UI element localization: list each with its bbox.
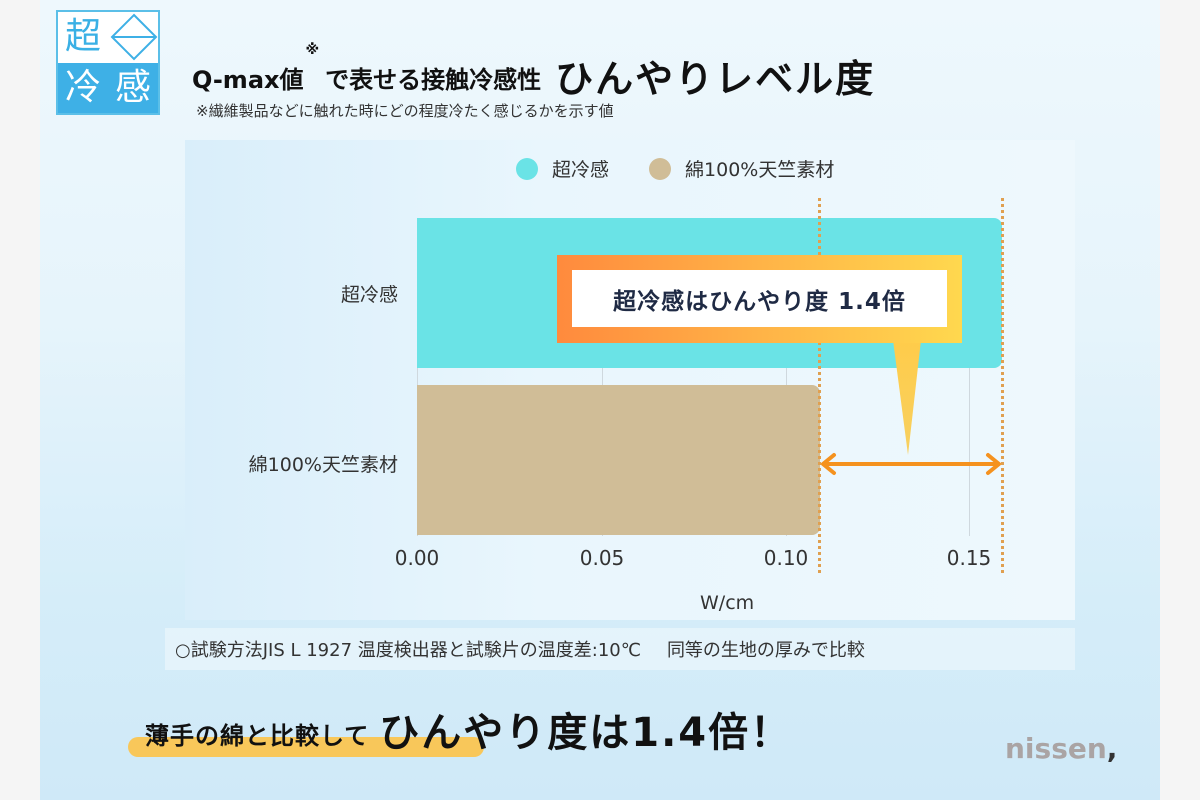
- legend-label: 綿100%天竺素材: [685, 159, 835, 181]
- legend-swatch-tan: [649, 157, 672, 180]
- legend-swatch-cyan: [516, 157, 538, 180]
- reference-line-super-cool: [1001, 198, 1004, 573]
- highlight-marker: [128, 737, 484, 757]
- title-qmax: Q-max値: [192, 66, 304, 94]
- title-emphasis: ひんやりレベル度: [555, 57, 876, 101]
- bar-cotton: [417, 385, 820, 535]
- gridline-0: [417, 218, 418, 536]
- logo-bottom-row: 冷感: [58, 63, 158, 113]
- logo-char-kan: 感: [114, 67, 151, 108]
- x-tick-2: 0.10: [763, 546, 809, 570]
- reference-line-cotton: [818, 198, 821, 573]
- x-tick-0: 0.00: [394, 546, 440, 570]
- gridline-015: [969, 218, 970, 536]
- x-tick-1: 0.05: [579, 546, 625, 570]
- comparison-note: 同等の生地の厚みで比較: [666, 640, 865, 661]
- legend-label: 超冷感: [552, 159, 610, 181]
- page-title: Q-max値※ で表せる接触冷感性 ひんやりレベル度: [192, 42, 876, 101]
- callout-text: 超冷感はひんやり度 1.4倍: [572, 270, 947, 327]
- super-cool-logo: 超 冷感: [56, 10, 160, 115]
- chart-legend: 超冷感 綿100%天竺素材: [516, 155, 864, 182]
- gridline-010: [786, 218, 787, 536]
- category-label-cotton: 綿100%天竺素材: [248, 454, 398, 476]
- brand-logo: nissen,: [1005, 732, 1117, 765]
- chart-area: [185, 140, 1075, 620]
- callout-box: 超冷感はひんやり度 1.4倍: [557, 255, 962, 343]
- gridline-005: [602, 218, 603, 536]
- logo-char-cho: 超: [64, 16, 101, 57]
- title-note-mark: ※: [305, 42, 320, 58]
- title-footnote: ※繊維製品などに触れた時にどの程度冷たく感じるかを示す値: [196, 102, 614, 120]
- category-label-super-cool: 超冷感: [340, 284, 398, 306]
- brand-mark: ,: [1106, 732, 1118, 765]
- brand-name: nissen: [1005, 732, 1107, 765]
- legend-item-super-cool: 超冷感: [516, 155, 609, 182]
- legend-item-cotton: 綿100%天竺素材: [649, 155, 834, 182]
- ice-diamond-icon: [109, 12, 159, 62]
- headline-main: ひんやり度は1.4倍！: [379, 710, 793, 756]
- logo-char-rei: 冷: [64, 67, 101, 108]
- title-description: で表せる接触冷感性: [325, 66, 542, 94]
- double-arrow-icon: [821, 453, 1001, 475]
- bottom-headline: 薄手の綿と比較して ひんやり度は1.4倍！: [125, 700, 792, 758]
- test-method: ○試験方法JIS L 1927 温度検出器と試験片の温度差:10℃: [175, 640, 641, 661]
- x-axis-label: W/cm: [700, 592, 755, 614]
- headline-lead: 薄手の綿と比較して: [145, 722, 370, 750]
- x-tick-3: 0.15: [946, 546, 992, 570]
- test-method-note: ○試験方法JIS L 1927 温度検出器と試験片の温度差:10℃ 同等の生地の…: [165, 628, 1075, 670]
